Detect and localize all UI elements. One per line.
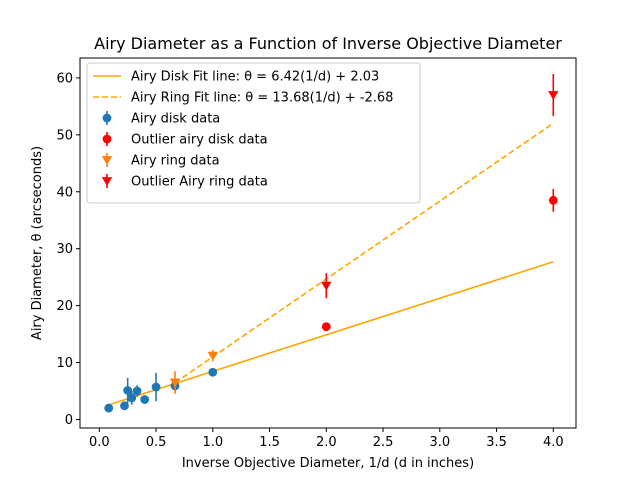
legend-label: Outlier Airy ring data: [131, 175, 268, 190]
outlier-airy-disk-point: [548, 195, 558, 205]
airy-disk-point: [208, 367, 218, 377]
x-tick-label: 3.0: [429, 435, 450, 450]
y-tick-label: 0: [65, 413, 73, 428]
legend-entry-ring-fit: Airy Ring Fit line: θ = 13.68(1/d) + -2.…: [93, 91, 393, 106]
legend-marker-swatch: [102, 134, 112, 144]
x-tick-label: 0.0: [89, 435, 110, 450]
legend-marker-swatch: [101, 156, 113, 165]
y-tick-label: 60: [56, 71, 73, 86]
airy-ring-fit-line: [174, 122, 554, 384]
legend-label: Airy Disk Fit line: θ = 6.42(1/d) + 2.03: [131, 70, 379, 85]
legend-entry-airy-disk: Airy disk data: [102, 111, 220, 127]
axis-ticks: 0.0 0.5 1.0 1.5 2.0 2.5 3.0 3.5 4.0 0 10 20 30 40 50 60: [56, 71, 563, 450]
y-axis-label: Airy Diameter, θ (arcseconds): [30, 146, 45, 340]
airy-ring-point: [207, 351, 218, 361]
legend-entry-outlier-airy-ring: Outlier Airy ring data: [101, 174, 268, 190]
plot-frame: [79, 57, 577, 429]
airy-disk-fit-line: [108, 260, 554, 406]
legend-label: Airy ring data: [131, 154, 220, 169]
airy-disk-point: [104, 403, 114, 413]
legend-entry-outlier-airy-disk: Outlier airy disk data: [102, 132, 268, 148]
legend-marker-swatch: [102, 113, 112, 123]
x-tick-label: 4.0: [543, 435, 564, 450]
airy-disk-point: [132, 386, 142, 396]
legend-marker-swatch: [101, 177, 113, 186]
legend-entry-airy-ring: Airy ring data: [101, 153, 220, 169]
outlier-airy-ring-point: [321, 281, 332, 291]
y-tick-label: 30: [56, 242, 73, 257]
legend-label: Airy Ring Fit line: θ = 13.68(1/d) + -2.…: [131, 91, 393, 106]
x-tick-label: 0.5: [146, 435, 167, 450]
airy-disk-point: [123, 386, 133, 395]
legend: Airy Disk Fit line: θ = 6.42(1/d) + 2.03…: [86, 62, 421, 204]
x-axis-label: Inverse Objective Diameter, 1/d (d in in…: [182, 456, 474, 471]
y-tick-label: 10: [56, 356, 73, 371]
x-tick-label: 3.5: [486, 435, 507, 450]
y-tick-label: 40: [56, 185, 73, 200]
y-tick-label: 20: [56, 299, 73, 314]
x-tick-label: 2.5: [373, 435, 394, 450]
airy-disk-point: [127, 393, 137, 403]
outlier-airy-ring-point: [548, 91, 559, 100]
x-tick-label: 1.0: [202, 435, 223, 450]
airy-disk-point: [120, 401, 129, 411]
legend-label: Outlier airy disk data: [131, 133, 268, 148]
y-tick-label: 50: [56, 128, 73, 143]
plot-area: [104, 73, 559, 413]
legend-entry-disk-fit: Airy Disk Fit line: θ = 6.42(1/d) + 2.03: [93, 70, 379, 85]
outlier-airy-disk-point: [321, 322, 331, 332]
legend-box: [86, 62, 421, 204]
x-tick-label: 2.0: [316, 435, 337, 450]
airy-disk-point: [140, 395, 150, 404]
x-tick-label: 1.5: [259, 435, 280, 450]
airy-disk-point: [151, 382, 161, 392]
airy-ring-point: [169, 378, 181, 388]
legend-label: Airy disk data: [131, 112, 220, 127]
chart-title: Airy Diameter as a Function of Inverse O…: [94, 34, 562, 53]
